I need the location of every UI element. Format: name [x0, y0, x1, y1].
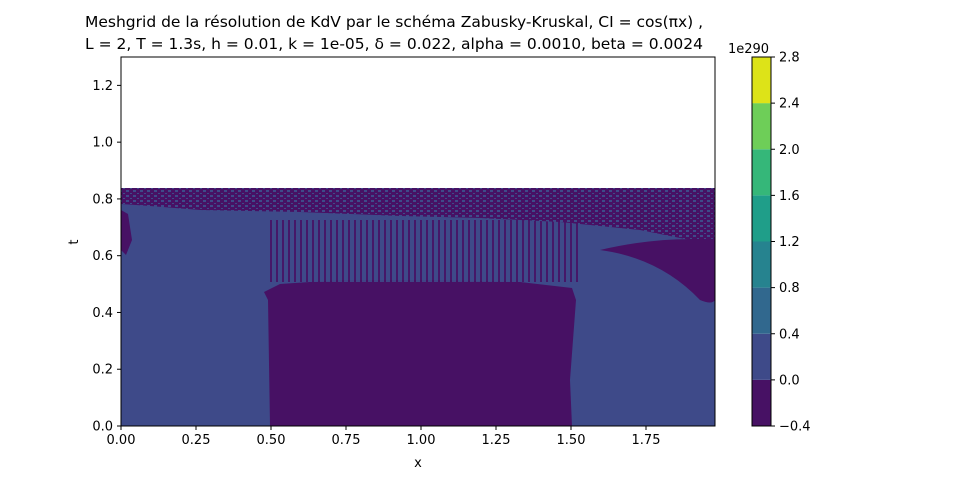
colorbar-band [752, 149, 771, 196]
contour-band-left-edge [121, 210, 132, 255]
colorbar-tick-label: 2.0 [779, 143, 800, 158]
y-tick-label: 0.2 [92, 363, 113, 378]
colorbar-tick-label: 0.0 [779, 373, 800, 388]
colorbar-tick-label: 1.2 [779, 235, 800, 250]
colorbar-tick-label: 2.8 [779, 51, 800, 66]
x-tick-label: 1.00 [407, 433, 436, 448]
y-tick-label: 0.0 [92, 420, 113, 435]
plot-frame [120, 56, 716, 427]
y-axis: 0.0 0.2 0.4 0.6 0.8 1.0 1.2 [92, 79, 121, 435]
colorbar-band [752, 103, 771, 150]
x-axis: 0.00 0.25 0.50 0.75 1.00 1.25 1.50 1.75 [107, 426, 661, 448]
colorbar-band [752, 195, 771, 242]
x-tick-label: 0.00 [107, 433, 136, 448]
chart-title-line1: Meshgrid de la résolution de KdV par le … [85, 13, 703, 31]
y-tick-label: 0.4 [92, 306, 113, 321]
colorbar-band [752, 57, 771, 104]
x-tick-label: 0.25 [182, 433, 211, 448]
colorbar: −0.4 0.0 0.4 0.8 1.2 1.6 2.0 2.4 2.8 [751, 51, 811, 435]
contour-stripes [268, 220, 578, 282]
y-tick-label: 0.6 [92, 249, 113, 264]
colorbar-tick-label: 2.4 [779, 97, 800, 112]
colorbar-tick-label: 0.8 [779, 281, 800, 296]
chart-title-line2: L = 2, T = 1.3s, h = 0.01, k = 1e-05, δ … [85, 35, 703, 53]
colorbar-band [752, 241, 771, 288]
y-tick-label: 1.2 [92, 79, 113, 94]
y-axis-label: t [67, 239, 82, 244]
colorbar-tick-label: 0.4 [779, 327, 800, 342]
contour-fill [121, 188, 715, 426]
colorbar-exponent: 1e290 [728, 42, 769, 57]
x-tick-label: 1.50 [557, 433, 586, 448]
x-tick-label: 0.75 [332, 433, 361, 448]
contour-band-right-wave [600, 239, 715, 303]
x-tick-label: 0.50 [257, 433, 286, 448]
colorbar-band [752, 333, 771, 380]
colorbar-band [752, 287, 771, 334]
x-axis-label: x [414, 456, 422, 471]
contour-band-top-noise [121, 188, 715, 250]
contour-band-center-low [264, 280, 576, 426]
y-tick-label: 0.8 [92, 192, 113, 207]
y-tick-label: 1.0 [92, 136, 113, 151]
colorbar-band [752, 379, 771, 426]
x-tick-label: 1.75 [632, 433, 661, 448]
x-tick-label: 1.25 [482, 433, 511, 448]
colorbar-tick-label: −0.4 [779, 420, 811, 435]
colorbar-tick-label: 1.6 [779, 189, 800, 204]
